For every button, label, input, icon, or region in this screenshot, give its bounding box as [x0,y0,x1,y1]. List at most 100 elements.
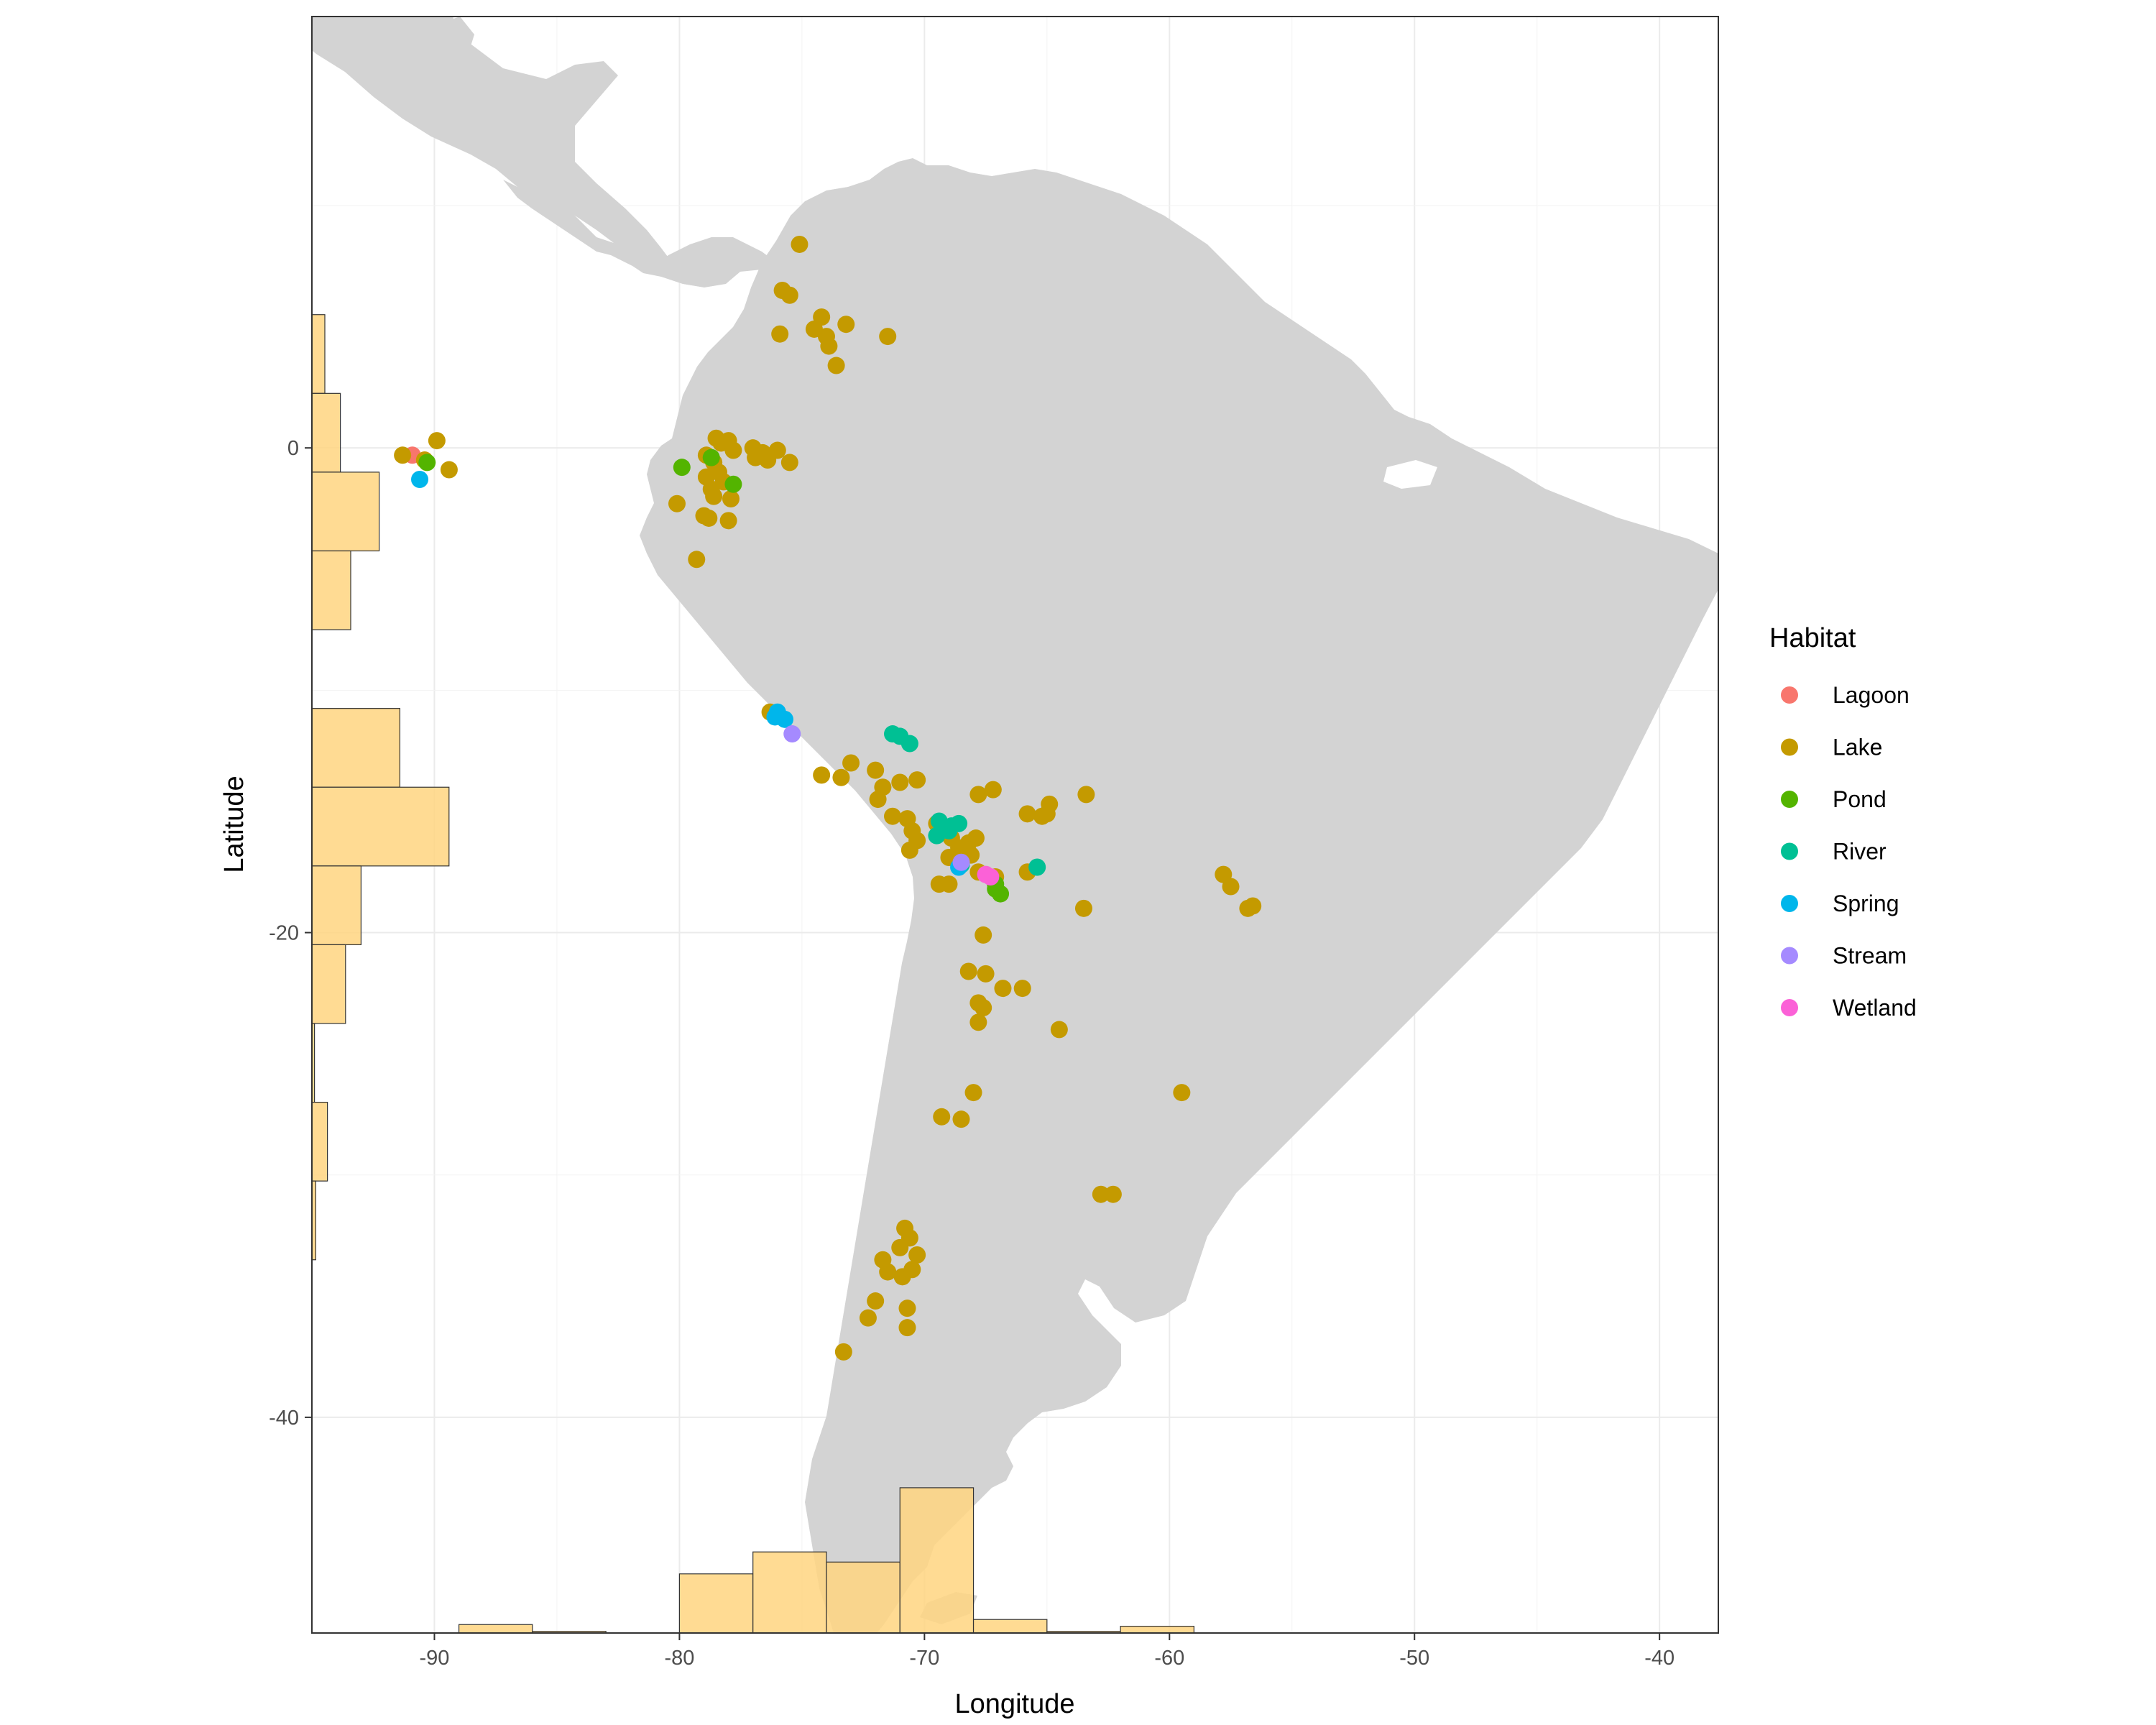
point-lake [813,766,831,784]
point-pond [418,454,436,472]
latitude-histogram-bar [311,944,346,1024]
point-lake [869,791,887,809]
point-lake [859,1309,877,1327]
legend-label-wetland: Wetland [1833,995,1917,1021]
point-pond [724,475,742,493]
point-lake [791,235,808,253]
point-lake [952,1110,970,1128]
point-lake [959,962,977,980]
x-axis-ticks: -90 -80 -70 -60 -50 -40 [420,1633,1674,1670]
caribbean-island [446,17,474,58]
point-lake [832,768,850,786]
north-america-landmass [312,17,672,273]
x-axis-title: Longitude [955,1689,1075,1719]
latitude-histogram-bar [311,392,341,473]
latitude-histogram-bar [311,786,450,867]
point-lake [1222,878,1240,896]
point-stream [952,853,970,871]
point-lake [867,761,885,779]
legend-title: Habitat [1769,623,1856,653]
legend-label-stream: Stream [1833,943,1907,969]
point-lake [724,441,742,459]
x-tick-label: -40 [1644,1647,1674,1670]
point-lake [975,999,992,1017]
point-spring [766,708,784,726]
latitude-histogram [311,314,450,1261]
legend-label-spring: Spring [1833,891,1899,916]
point-lake [933,1108,951,1126]
legend-key-pond [1781,791,1798,808]
point-river [900,735,918,753]
latitude-histogram-bar [311,314,326,394]
legend-label-river: River [1833,839,1886,865]
point-spring [411,471,429,489]
point-lake [994,980,1012,998]
longitude-histogram-bar [1120,1626,1194,1634]
central-america-landmass [503,180,776,288]
point-lake [1038,805,1056,823]
point-lake [908,1246,926,1264]
legend-label-lagoon: Lagoon [1833,682,1909,708]
point-lake [771,325,789,343]
point-lake [891,773,909,791]
longitude-histogram-bar [458,1624,533,1634]
point-pond [702,448,720,466]
latitude-histogram-bar [311,1101,328,1182]
legend-key-lake [1781,738,1798,756]
point-lake [898,1300,916,1317]
point-lake [879,328,897,346]
habitat-points [394,235,1262,1361]
point-lake [688,551,706,569]
point-lake [967,829,985,847]
point-lake [747,448,765,466]
point-lake [1244,897,1262,915]
legend-key-wetland [1781,999,1798,1016]
point-lake [884,807,902,825]
point-river [950,814,968,832]
point-lake [394,446,412,464]
point-lake [827,356,845,374]
longitude-histogram-bar [752,1551,827,1634]
point-lake [780,286,798,304]
point-lake [834,1343,852,1361]
point-lake [719,512,737,530]
point-wetland [982,868,1000,886]
amazon-delta-island [1383,460,1437,489]
point-lake [1050,1021,1068,1039]
y-tick-label: -20 [269,922,299,945]
point-lake [780,454,798,472]
point-lake [440,461,458,479]
y-axis-title: Latitude [219,776,249,873]
point-lake [964,1084,982,1102]
latitude-histogram-bar [311,865,362,946]
point-lake [1077,786,1095,804]
legend-label-pond: Pond [1833,786,1886,812]
point-lake [1104,1185,1122,1203]
longitude-histogram-bar [826,1561,900,1634]
point-lake [842,754,860,772]
x-tick-label: -60 [1154,1647,1184,1670]
point-lake [705,487,723,505]
point-lake [1092,1185,1110,1203]
latitude-histogram-bar [311,472,380,552]
y-axis-ticks: 0 -20 -40 [269,437,312,1430]
point-lake [903,1261,921,1279]
legend: Lagoon Lake Pond River Spring Stream Wetland [1781,682,1917,1021]
longitude-histogram-bar [972,1619,1048,1634]
point-lake [700,509,718,527]
legend-key-river [1781,842,1798,860]
point-lake [891,1238,909,1256]
legend-key-spring [1781,895,1798,912]
latitude-histogram-bar [311,550,351,630]
legend-key-lagoon [1781,686,1798,704]
point-lake [837,316,855,334]
point-lake [969,1013,987,1031]
point-lake [898,1319,916,1337]
point-lake [975,926,992,944]
legend-key-stream [1781,947,1798,965]
legend-label-lake: Lake [1833,735,1882,760]
point-lake [908,771,926,789]
latitude-histogram-bar [311,708,401,788]
y-tick-label: -40 [269,1407,299,1430]
